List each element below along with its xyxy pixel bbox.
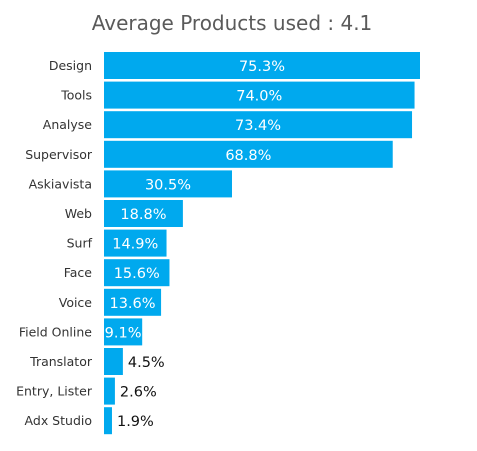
value-label: 73.4% <box>235 118 281 134</box>
category-label: Field Online <box>19 324 92 339</box>
category-label: Supervisor <box>25 147 93 162</box>
category-label: Analyse <box>43 117 93 132</box>
bar <box>104 288 162 316</box>
value-label: 1.9% <box>117 414 154 430</box>
category-label: Voice <box>59 295 93 310</box>
category-label: Entry, Lister <box>16 384 93 399</box>
category-label: Face <box>64 265 93 280</box>
bar <box>104 318 143 346</box>
value-label: 13.6% <box>109 296 155 312</box>
value-label: 4.5% <box>128 355 165 371</box>
bar <box>104 348 123 375</box>
bar <box>104 140 393 168</box>
bar <box>104 200 183 227</box>
bar <box>104 81 415 109</box>
category-label: Design <box>49 58 92 73</box>
bar <box>104 170 232 198</box>
value-label: 68.8% <box>225 148 271 164</box>
chart-title: Average Products used : 4.1 <box>91 11 373 35</box>
category-label: Askiavista <box>29 176 92 191</box>
category-label: Adx Studio <box>25 413 92 428</box>
value-label: 2.6% <box>120 385 157 401</box>
value-label: 9.1% <box>105 325 142 341</box>
bar <box>104 52 420 79</box>
bar <box>104 377 115 405</box>
value-label: 14.9% <box>112 237 158 253</box>
bar <box>104 259 170 287</box>
category-label: Translator <box>29 354 93 369</box>
value-label: 15.6% <box>114 266 160 282</box>
category-label: Tools <box>60 88 92 103</box>
category-label: Web <box>65 206 92 221</box>
bar <box>104 407 112 435</box>
value-label: 30.5% <box>145 177 191 193</box>
value-label: 75.3% <box>239 59 285 75</box>
value-label: 18.8% <box>120 207 166 223</box>
bar <box>104 111 413 139</box>
bar <box>104 229 167 257</box>
category-label: Surf <box>67 236 93 251</box>
value-label: 74.0% <box>236 89 282 105</box>
